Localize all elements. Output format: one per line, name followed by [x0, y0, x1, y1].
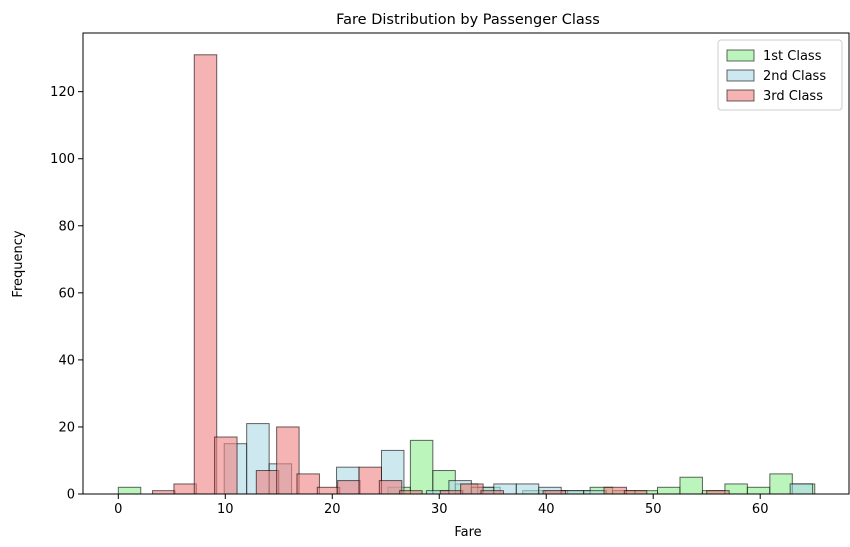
bar-3rd-class-10 — [358, 466, 382, 495]
legend-swatch-1st-class — [726, 49, 755, 62]
legend-label-2nd-class: 2nd Class — [763, 69, 826, 84]
legend-label-3rd-class: 3rd Class — [763, 89, 823, 104]
bar-3rd-class-19 — [603, 486, 627, 495]
bar-1st-class-12 — [657, 486, 681, 495]
x-tick-label-40: 40 — [538, 502, 555, 517]
axes-group: 0 10 20 30 40 50 60 0 20 40 60 80 100 120 — [50, 32, 850, 517]
bar-1st-class-0 — [117, 486, 142, 495]
x-tick-label-50: 50 — [645, 502, 662, 517]
bar-3rd-class-11 — [378, 480, 403, 495]
bar-3rd-class-6 — [276, 426, 300, 495]
bar-3rd-class-14 — [439, 490, 464, 495]
bar-3rd-class-8 — [316, 486, 341, 495]
y-tick-label-0: 0 — [67, 488, 75, 503]
bar-3rd-class-21 — [706, 490, 730, 495]
bar-3rd-class-15 — [460, 483, 484, 495]
bar-3rd-class-20 — [623, 490, 648, 495]
legend-swatch-3rd-class — [726, 89, 755, 102]
bar-1st-class-16 — [746, 486, 771, 495]
bar-1st-class-2 — [409, 439, 434, 495]
plot-frame — [82, 32, 850, 495]
chart-title: Fare Distribution by Passenger Class — [336, 12, 600, 28]
x-tick-label-10: 10 — [217, 502, 234, 517]
y-tick-label-60: 60 — [58, 286, 75, 301]
x-axis-label: Fare — [454, 525, 481, 540]
bar-2nd-class-9 — [515, 483, 540, 495]
legend-swatch-2nd-class — [726, 69, 755, 82]
bar-3rd-class-12 — [399, 490, 423, 495]
x-tick-label-20: 20 — [324, 502, 341, 517]
y-axis-label: Frequency — [11, 230, 26, 297]
bar-3rd-class-0 — [152, 490, 176, 495]
bar-2nd-class-13 — [789, 483, 814, 495]
bar-3rd-class-7 — [296, 473, 320, 495]
y-tick-label-80: 80 — [58, 219, 75, 234]
legend-label-1st-class: 1st Class — [763, 49, 822, 64]
x-tick-label-0: 0 — [114, 502, 122, 517]
y-tick-label-100: 100 — [50, 152, 75, 167]
bar-3rd-class-16 — [480, 490, 504, 495]
y-tick-label-40: 40 — [58, 353, 75, 368]
bar-3rd-class-2 — [193, 54, 218, 495]
bar-2nd-class-12 — [583, 490, 607, 495]
bar-3rd-class-5 — [255, 470, 280, 495]
bar-3rd-class-3 — [214, 436, 238, 495]
y-tick-label-120: 120 — [50, 85, 75, 100]
bar-3rd-class-1 — [173, 483, 197, 495]
bar-1st-class-13 — [679, 476, 703, 495]
x-tick-label-60: 60 — [752, 502, 769, 517]
y-tick-label-20: 20 — [58, 420, 75, 435]
bar-3rd-class-9 — [337, 480, 361, 495]
bar-1st-class-17 — [769, 473, 793, 495]
x-tick-label-30: 30 — [431, 502, 448, 517]
bars-group — [117, 54, 816, 495]
legend: 1st Class 2nd Class 3rd Class — [717, 39, 843, 111]
bar-3rd-class-17 — [542, 490, 567, 495]
